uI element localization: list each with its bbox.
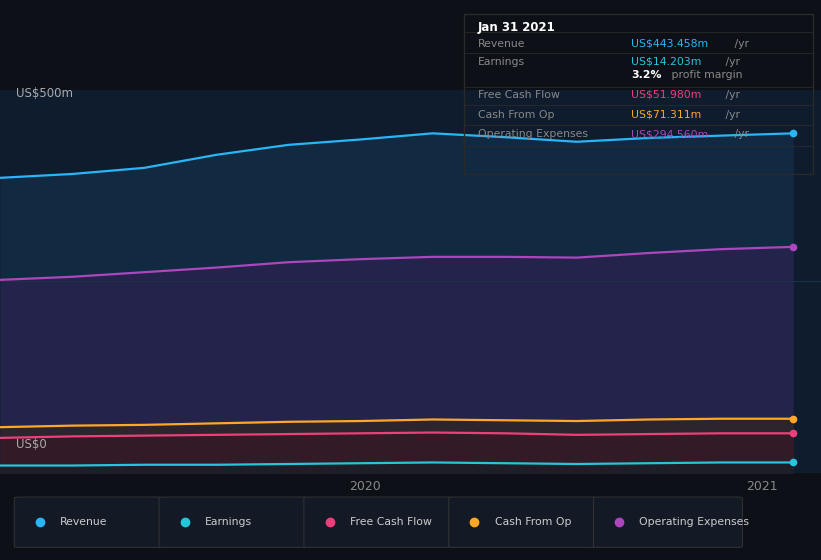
Text: /yr: /yr xyxy=(732,129,749,139)
FancyBboxPatch shape xyxy=(304,497,452,548)
Text: 3.2%: 3.2% xyxy=(631,71,662,81)
FancyBboxPatch shape xyxy=(14,497,163,548)
Text: US$294.560m: US$294.560m xyxy=(631,129,709,139)
Text: US$71.311m: US$71.311m xyxy=(631,110,702,119)
Text: Revenue: Revenue xyxy=(478,39,525,49)
Text: US$500m: US$500m xyxy=(16,87,73,100)
Text: /yr: /yr xyxy=(722,90,740,100)
Text: US$14.203m: US$14.203m xyxy=(631,57,702,67)
Text: /yr: /yr xyxy=(722,57,740,67)
Text: Earnings: Earnings xyxy=(205,517,252,527)
Text: Cash From Op: Cash From Op xyxy=(478,110,554,119)
FancyBboxPatch shape xyxy=(449,497,598,548)
Text: Operating Expenses: Operating Expenses xyxy=(640,517,750,527)
Text: /yr: /yr xyxy=(722,110,740,119)
Text: Free Cash Flow: Free Cash Flow xyxy=(350,517,432,527)
Text: Earnings: Earnings xyxy=(478,57,525,67)
Text: Cash From Op: Cash From Op xyxy=(494,517,571,527)
Text: US$443.458m: US$443.458m xyxy=(631,39,709,49)
Text: profit margin: profit margin xyxy=(667,71,742,81)
FancyBboxPatch shape xyxy=(594,497,742,548)
Text: Revenue: Revenue xyxy=(60,517,108,527)
Text: /yr: /yr xyxy=(732,39,749,49)
Text: US$0: US$0 xyxy=(16,438,47,451)
Text: US$51.980m: US$51.980m xyxy=(631,90,702,100)
Text: Jan 31 2021: Jan 31 2021 xyxy=(478,21,556,34)
FancyBboxPatch shape xyxy=(159,497,308,548)
Text: Operating Expenses: Operating Expenses xyxy=(478,129,588,139)
Text: Free Cash Flow: Free Cash Flow xyxy=(478,90,560,100)
